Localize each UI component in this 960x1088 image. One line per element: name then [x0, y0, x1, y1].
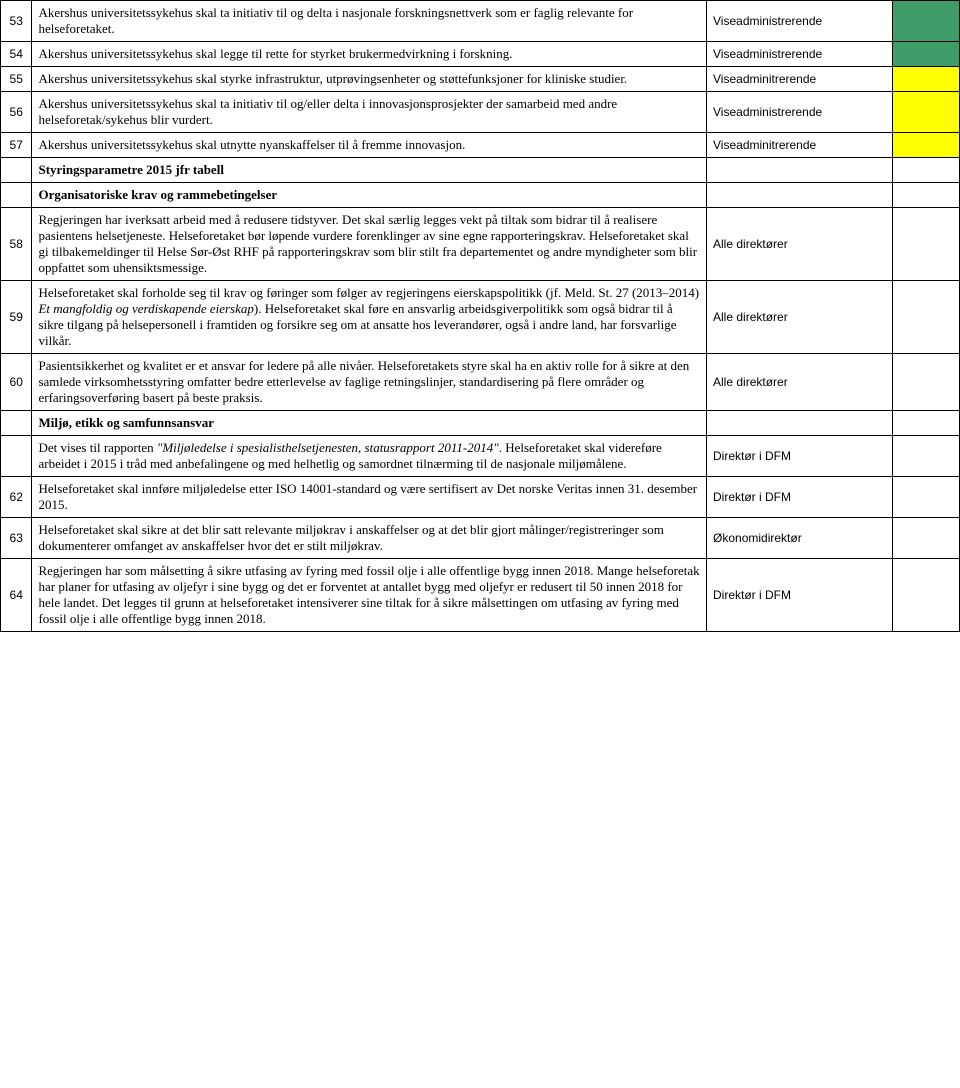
table-row: Styringsparametre 2015 jfr tabell	[1, 158, 960, 183]
row-description: Regjeringen har iverksatt arbeid med å r…	[32, 208, 707, 281]
row-description: Regjeringen har som målsetting å sikre u…	[32, 559, 707, 632]
row-responsible: Viseadministrerende	[707, 1, 893, 42]
table-row: 54Akershus universitetssykehus skal legg…	[1, 42, 960, 67]
row-description: Akershus universitetssykehus skal legge …	[32, 42, 707, 67]
row-description: Akershus universitetssykehus skal ta ini…	[32, 1, 707, 42]
row-number: 64	[1, 559, 32, 632]
row-status	[892, 92, 959, 133]
row-status	[892, 42, 959, 67]
row-description: Akershus universitetssykehus skal utnytt…	[32, 133, 707, 158]
requirements-table: 53Akershus universitetssykehus skal ta i…	[0, 0, 960, 632]
row-responsible: Viseadministrerende	[707, 42, 893, 67]
row-status	[892, 67, 959, 92]
row-number	[1, 436, 32, 477]
row-responsible: Direktør i DFM	[707, 559, 893, 632]
row-responsible	[707, 183, 893, 208]
row-number: 54	[1, 42, 32, 67]
row-description: Det vises til rapporten "Miljøledelse i …	[32, 436, 707, 477]
row-description: Akershus universitetssykehus skal ta ini…	[32, 92, 707, 133]
row-number: 53	[1, 1, 32, 42]
table-row: 59Helseforetaket skal forholde seg til k…	[1, 281, 960, 354]
row-number: 59	[1, 281, 32, 354]
table-row: Organisatoriske krav og rammebetingelser	[1, 183, 960, 208]
row-description: Helseforetaket skal innføre miljøledelse…	[32, 477, 707, 518]
row-status	[892, 183, 959, 208]
row-status	[892, 518, 959, 559]
table-row: 64Regjeringen har som målsetting å sikre…	[1, 559, 960, 632]
row-responsible: Økonomidirektør	[707, 518, 893, 559]
row-status	[892, 133, 959, 158]
row-responsible: Viseadminitrerende	[707, 133, 893, 158]
table-row: 57Akershus universitetssykehus skal utny…	[1, 133, 960, 158]
row-number	[1, 183, 32, 208]
table-row: 53Akershus universitetssykehus skal ta i…	[1, 1, 960, 42]
table-row: 58Regjeringen har iverksatt arbeid med å…	[1, 208, 960, 281]
row-responsible: Alle direktører	[707, 208, 893, 281]
row-number: 63	[1, 518, 32, 559]
row-number: 62	[1, 477, 32, 518]
row-responsible: Viseadminitrerende	[707, 67, 893, 92]
table-row: 56Akershus universitetssykehus skal ta i…	[1, 92, 960, 133]
row-number: 58	[1, 208, 32, 281]
row-number	[1, 411, 32, 436]
table-row: Miljø, etikk og samfunnsansvar	[1, 411, 960, 436]
row-description: Pasientsikkerhet og kvalitet er et ansva…	[32, 354, 707, 411]
row-number	[1, 158, 32, 183]
row-responsible: Alle direktører	[707, 354, 893, 411]
table-row: 60Pasientsikkerhet og kvalitet er et ans…	[1, 354, 960, 411]
row-description: Akershus universitetssykehus skal styrke…	[32, 67, 707, 92]
row-status	[892, 354, 959, 411]
row-status	[892, 1, 959, 42]
row-status	[892, 158, 959, 183]
row-responsible	[707, 158, 893, 183]
row-description: Helseforetaket skal sikre at det blir sa…	[32, 518, 707, 559]
row-description: Helseforetaket skal forholde seg til kra…	[32, 281, 707, 354]
table-row: 55Akershus universitetssykehus skal styr…	[1, 67, 960, 92]
row-number: 60	[1, 354, 32, 411]
row-status	[892, 411, 959, 436]
table-row: Det vises til rapporten "Miljøledelse i …	[1, 436, 960, 477]
row-status	[892, 281, 959, 354]
row-status	[892, 477, 959, 518]
row-responsible: Direktør i DFM	[707, 436, 893, 477]
row-description: Styringsparametre 2015 jfr tabell	[32, 158, 707, 183]
row-number: 55	[1, 67, 32, 92]
row-responsible: Direktør i DFM	[707, 477, 893, 518]
row-responsible: Alle direktører	[707, 281, 893, 354]
row-responsible	[707, 411, 893, 436]
row-status	[892, 559, 959, 632]
row-status	[892, 208, 959, 281]
table-row: 63Helseforetaket skal sikre at det blir …	[1, 518, 960, 559]
row-status	[892, 436, 959, 477]
row-description: Miljø, etikk og samfunnsansvar	[32, 411, 707, 436]
row-responsible: Viseadministrerende	[707, 92, 893, 133]
row-number: 56	[1, 92, 32, 133]
table-row: 62Helseforetaket skal innføre miljøledel…	[1, 477, 960, 518]
row-description: Organisatoriske krav og rammebetingelser	[32, 183, 707, 208]
row-number: 57	[1, 133, 32, 158]
